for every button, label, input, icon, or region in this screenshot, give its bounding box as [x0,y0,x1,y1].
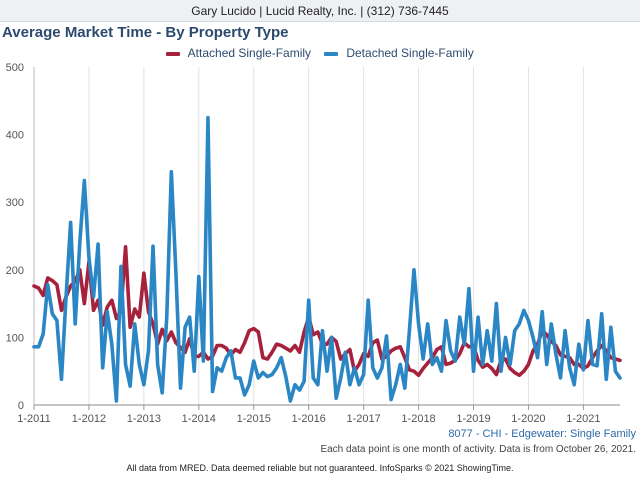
x-tick-label: 1-2015 [237,413,271,425]
x-tick-label: 1-2021 [566,413,600,425]
chart-tick-labels: 1-2011 1-2012 1-2013 1-2014 1-2015 1-2016 1-20… [6,62,601,425]
x-tick-label: 1-2019 [456,413,490,425]
x-tick-label: 1-2012 [72,413,106,425]
x-tick-label: 1-2016 [292,413,326,425]
chart-series [32,115,622,403]
legend-item-detached[interactable]: Detached Single-Family [324,46,474,60]
x-tick-label: 1-2018 [401,413,435,425]
y-tick-label: 400 [6,130,24,142]
x-tick-label: 1-2017 [346,413,380,425]
footer-note: Each data point is one month of activity… [320,444,636,455]
legend-swatch-detached [324,51,338,56]
y-tick-label: 100 [6,332,24,344]
x-tick-label: 1-2011 [17,413,50,425]
chart-axes [33,67,620,410]
header-banner: Gary Lucido | Lucid Realty, Inc. | (312)… [0,0,640,22]
legend-item-attached[interactable]: Attached Single-Family [166,46,311,60]
x-tick-label: 1-2014 [182,413,216,425]
series-line-attached [32,245,622,378]
y-tick-label: 500 [6,62,24,74]
footer-disclaimer: All data from MRED. Data deemed reliable… [126,463,514,473]
x-tick-label: 1-2020 [511,413,545,425]
y-tick-label: 0 [18,400,24,412]
legend-swatch-attached [166,51,180,56]
legend-label-detached: Detached Single-Family [346,46,474,60]
x-tick-label: 1-2013 [127,413,161,425]
legend-label-attached: Attached Single-Family [187,46,312,60]
y-tick-label: 200 [6,265,24,277]
series-line-detached [32,115,622,403]
footer-region[interactable]: 8077 - CHI - Edgewater: Single Family [448,428,636,440]
chart-title: Average Market Time - By Property Type [2,24,289,41]
y-tick-label: 300 [6,197,24,209]
